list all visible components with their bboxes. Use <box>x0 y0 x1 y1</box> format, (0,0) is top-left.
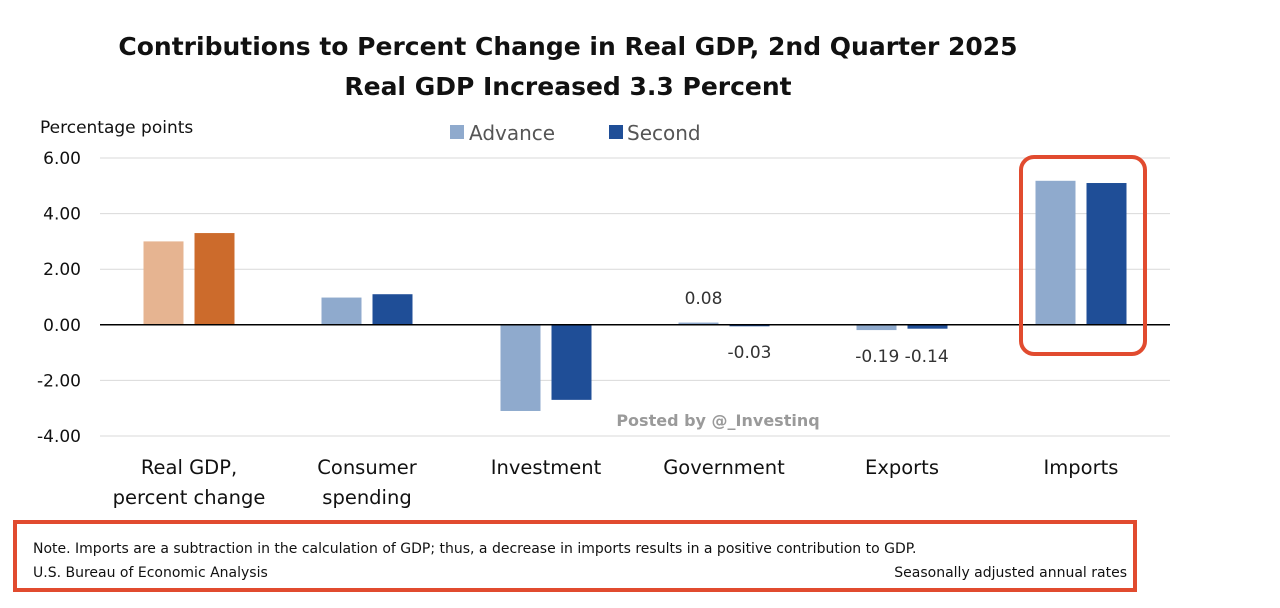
rates-text: Seasonally adjusted annual rates <box>894 565 1127 581</box>
category-label-2: Investment <box>491 456 602 479</box>
note-text: Note. Imports are a subtraction in the c… <box>33 541 917 557</box>
bar-advance-1 <box>321 297 362 325</box>
bars <box>143 180 1127 411</box>
bar-second-4 <box>907 324 948 329</box>
bar-second-2 <box>551 324 592 400</box>
category-label-3: Government <box>663 456 785 479</box>
bar-advance-5 <box>1035 180 1076 325</box>
bar-advance-0 <box>143 241 184 325</box>
data-label-government-advance: 0.08 <box>685 289 723 309</box>
y-tick-label: 6.00 <box>43 149 81 169</box>
gridlines <box>100 157 1170 437</box>
bar-second-1 <box>372 294 413 325</box>
bar-second-5 <box>1086 183 1127 325</box>
y-tick-label: -4.00 <box>37 427 81 447</box>
legend-label-second: Second <box>627 121 701 145</box>
bar-advance-4 <box>856 324 897 331</box>
bar-advance-2 <box>500 324 541 411</box>
category-label-0: Real GDP, percent change <box>113 456 266 509</box>
y-tick-label: 0.00 <box>43 316 81 336</box>
bar-second-0 <box>194 233 235 325</box>
data-label-exports: -0.19 -0.14 <box>855 347 948 367</box>
chart-title: Contributions to Percent Change in Real … <box>118 32 1017 61</box>
category-label-4: Exports <box>865 456 939 479</box>
y-tick-label: -2.00 <box>37 371 81 391</box>
legend: Advance Second <box>450 121 701 145</box>
watermark: Posted by @_Investinq <box>616 411 819 430</box>
legend-swatch-second <box>609 125 623 139</box>
y-tick-label: 4.00 <box>43 205 81 225</box>
category-label-5: Imports <box>1044 456 1119 479</box>
source-text: U.S. Bureau of Economic Analysis <box>33 565 268 581</box>
legend-swatch-advance <box>450 125 464 139</box>
data-labels: 0.08 -0.03 -0.19 -0.14 <box>685 289 949 367</box>
y-tick-label: 2.00 <box>43 260 81 280</box>
y-axis-label: Percentage points <box>40 118 193 138</box>
legend-label-advance: Advance <box>469 121 555 145</box>
data-label-government-second: -0.03 <box>728 343 772 363</box>
note-box: Note. Imports are a subtraction in the c… <box>13 520 1137 592</box>
category-labels: Real GDP, percent change Consumer spending I… <box>113 456 1119 509</box>
imports-highlight-box <box>1019 155 1147 356</box>
y-tick-labels: 6.00 4.00 2.00 0.00 -2.00 -4.00 <box>37 149 81 447</box>
bar-advance-3 <box>678 322 719 325</box>
chart-subtitle: Real GDP Increased 3.3 Percent <box>344 72 791 101</box>
category-label-1: Consumer spending <box>317 456 417 509</box>
